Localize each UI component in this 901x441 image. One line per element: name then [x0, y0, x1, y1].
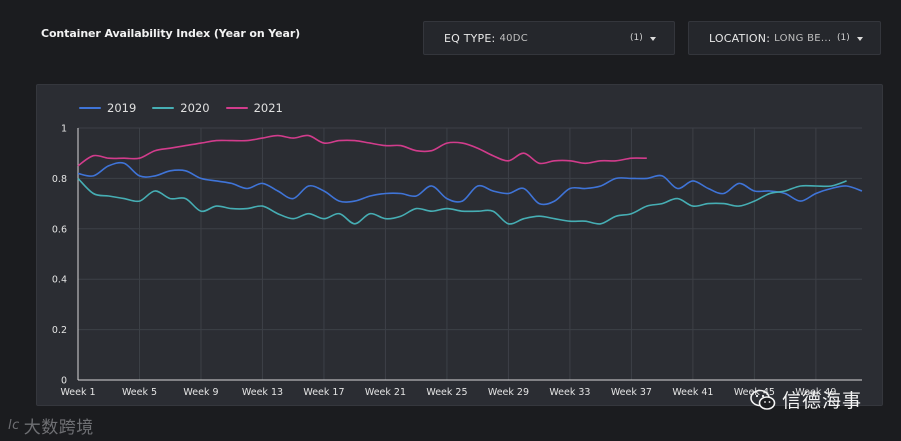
y-tick-label: 0: [61, 376, 67, 387]
x-tick-label: Week 1: [60, 387, 95, 398]
x-tick-label: Week 41: [672, 387, 713, 398]
wechat-icon: [750, 389, 776, 410]
chart-title: Container Availability Index (Year on Ye…: [41, 27, 301, 40]
watermark-right-text: 信德海事: [782, 390, 863, 412]
eq-type-filter-count: (1): [630, 33, 643, 43]
y-tick-label: 0.4: [52, 275, 67, 286]
watermark-left-text: 大数跨境: [23, 418, 94, 438]
legend-label-2019: 2019: [107, 101, 137, 115]
location-filter-count: (1): [837, 33, 850, 43]
x-tick-label: Week 17: [303, 387, 344, 398]
chart-panel: [36, 84, 883, 406]
y-tick-label: 0.8: [52, 174, 67, 185]
location-filter[interactable]: LOCATION: LONG BE... (1): [688, 21, 881, 55]
watermark-dashuju: lc 大数跨境: [8, 413, 94, 438]
eq-type-filter-label: EQ TYPE:: [444, 31, 496, 45]
x-tick-label: Week 49: [795, 387, 836, 398]
legend-swatch-2020: [152, 107, 175, 109]
series-line-2021: [77, 134, 647, 167]
y-tick-label: 1: [61, 124, 67, 135]
caret-down-icon[interactable]: [650, 37, 656, 41]
x-tick-label: Week 5: [122, 387, 157, 398]
location-filter-label: LOCATION:: [709, 31, 771, 45]
series-line-2020: [77, 177, 847, 225]
legend-label-2020: 2020: [180, 101, 210, 115]
caret-down-icon[interactable]: [857, 37, 863, 41]
legend-swatch-2019: [79, 107, 101, 109]
legend-label-2021: 2021: [253, 101, 283, 115]
eq-type-filter[interactable]: EQ TYPE: 40DC (1): [423, 21, 675, 55]
watermark-logo: lc: [8, 418, 20, 433]
y-tick-label: 0.6: [52, 224, 67, 235]
legend-item-2020[interactable]: 2020: [152, 101, 210, 115]
x-tick-label: Week 21: [365, 387, 406, 398]
legend-item-2021[interactable]: 2021: [225, 101, 283, 115]
legend-swatch-2021: [225, 107, 248, 109]
x-tick-label: Week 9: [183, 387, 218, 398]
y-tick-label: 0.2: [52, 325, 67, 336]
x-tick-label: Week 29: [488, 387, 529, 398]
chart-legend: 2019 2020 2021: [79, 101, 283, 115]
series-line-2019: [77, 161, 863, 206]
x-tick-label: Week 33: [549, 387, 590, 398]
watermark-xindehaishi: 信德海事: [750, 386, 862, 413]
legend-item-2019[interactable]: 2019: [79, 101, 136, 115]
x-tick-label: Week 25: [426, 387, 467, 398]
x-tick-label: Week 13: [242, 387, 283, 398]
x-tick-label: Week 37: [611, 387, 652, 398]
